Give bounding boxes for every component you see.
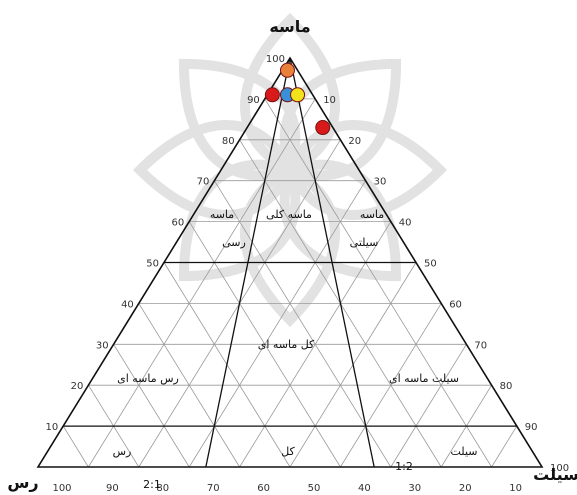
sample-points bbox=[264, 62, 331, 136]
right-axis-ticks: 10 20 30 40 50 60 70 80 90 100 bbox=[323, 95, 569, 474]
top-axis-label: ماسه bbox=[269, 17, 310, 36]
left-tick-label: 80 bbox=[222, 136, 235, 147]
right-tick-label: 40 bbox=[399, 218, 412, 229]
boundary-ratio-1-2 bbox=[289, 57, 375, 468]
left-tick-label: 100 bbox=[266, 54, 285, 65]
grid-line-clay bbox=[264, 98, 492, 468]
bottom-tick-label: 30 bbox=[408, 483, 421, 494]
left-tick-label: 40 bbox=[121, 299, 134, 310]
grid-line-clay bbox=[62, 425, 89, 468]
class-boundary-lines bbox=[63, 57, 517, 468]
right-tick-label: 90 bbox=[525, 422, 538, 433]
right-tick-label: 60 bbox=[449, 299, 462, 310]
right-tick-label: 70 bbox=[474, 340, 487, 351]
right-axis-label: سیلت bbox=[533, 465, 577, 484]
sample-5 bbox=[315, 120, 331, 136]
left-tick-label: 90 bbox=[247, 95, 260, 106]
grid-line-silt bbox=[88, 98, 316, 468]
region-label-silty-sand: سیلتی bbox=[350, 236, 379, 249]
left-axis-ticks: 10 20 30 40 50 60 70 80 90 100 bbox=[45, 54, 285, 433]
grid-line-silt bbox=[491, 425, 518, 468]
right-tick-label: 10 bbox=[323, 95, 336, 106]
region-label-sand-clay: ماسه bbox=[210, 208, 234, 221]
region-label-silty-sand: ماسه bbox=[360, 208, 384, 221]
sample-4 bbox=[264, 87, 280, 103]
left-axis-label: رس bbox=[7, 473, 38, 492]
grid-line-silt bbox=[340, 303, 442, 468]
bottom-tick-label: 100 bbox=[52, 483, 71, 494]
left-tick-label: 60 bbox=[171, 218, 184, 229]
bottom-tick-label: 80 bbox=[156, 483, 169, 494]
sample-3 bbox=[290, 87, 306, 103]
ratio-label-2-1: 2:1 bbox=[143, 478, 161, 491]
bottom-tick-label: 20 bbox=[459, 483, 472, 494]
region-label-sandy-silt: سیلت ماسه ای bbox=[389, 372, 459, 385]
sample-1 bbox=[279, 62, 295, 78]
left-tick-label: 50 bbox=[146, 259, 159, 270]
region-label-loam: کل bbox=[281, 445, 295, 458]
right-tick-label: 80 bbox=[500, 381, 513, 392]
bottom-tick-label: 40 bbox=[358, 483, 371, 494]
region-label-silt: سیلت bbox=[451, 445, 478, 458]
region-label-sand-clay: رسی bbox=[222, 236, 246, 249]
ratio-label-1-2: 1:2 bbox=[395, 460, 413, 473]
boundary-ratio-2-1 bbox=[205, 57, 291, 468]
grid-line-silt bbox=[390, 344, 467, 468]
right-tick-label: 30 bbox=[374, 177, 387, 188]
texture-regions: ماسه رسی ماسه کلی ماسه سیلتی کل ماسه ای رس ماس… bbox=[113, 208, 478, 458]
right-tick-label: 20 bbox=[348, 136, 361, 147]
bottom-tick-label: 10 bbox=[509, 483, 522, 494]
region-label-sandy-loam: کل ماسه ای bbox=[258, 338, 315, 351]
bottom-tick-label: 70 bbox=[207, 483, 220, 494]
region-label-clayey-sand: ماسه کلی bbox=[266, 208, 312, 221]
left-tick-label: 10 bbox=[45, 422, 58, 433]
grid-line-silt bbox=[188, 180, 366, 468]
bottom-tick-label: 90 bbox=[106, 483, 119, 494]
triangle-frame bbox=[36, 56, 544, 468]
grid-line-clay bbox=[113, 344, 190, 468]
region-label-clay: رس bbox=[113, 445, 132, 458]
left-tick-label: 70 bbox=[197, 177, 210, 188]
bottom-tick-label: 50 bbox=[308, 483, 321, 494]
left-tick-label: 30 bbox=[96, 340, 109, 351]
region-label-sandy-clay: رس ماسه ای bbox=[117, 372, 179, 385]
bottom-tick-label: 60 bbox=[257, 483, 270, 494]
grid-line-clay bbox=[214, 180, 392, 468]
right-tick-label: 100 bbox=[550, 463, 569, 474]
left-tick-label: 20 bbox=[71, 381, 84, 392]
grid-line-clay bbox=[138, 303, 240, 468]
right-tick-label: 50 bbox=[424, 259, 437, 270]
bottom-axis-ticks: 100 90 80 70 60 50 40 30 20 10 bbox=[52, 483, 522, 494]
